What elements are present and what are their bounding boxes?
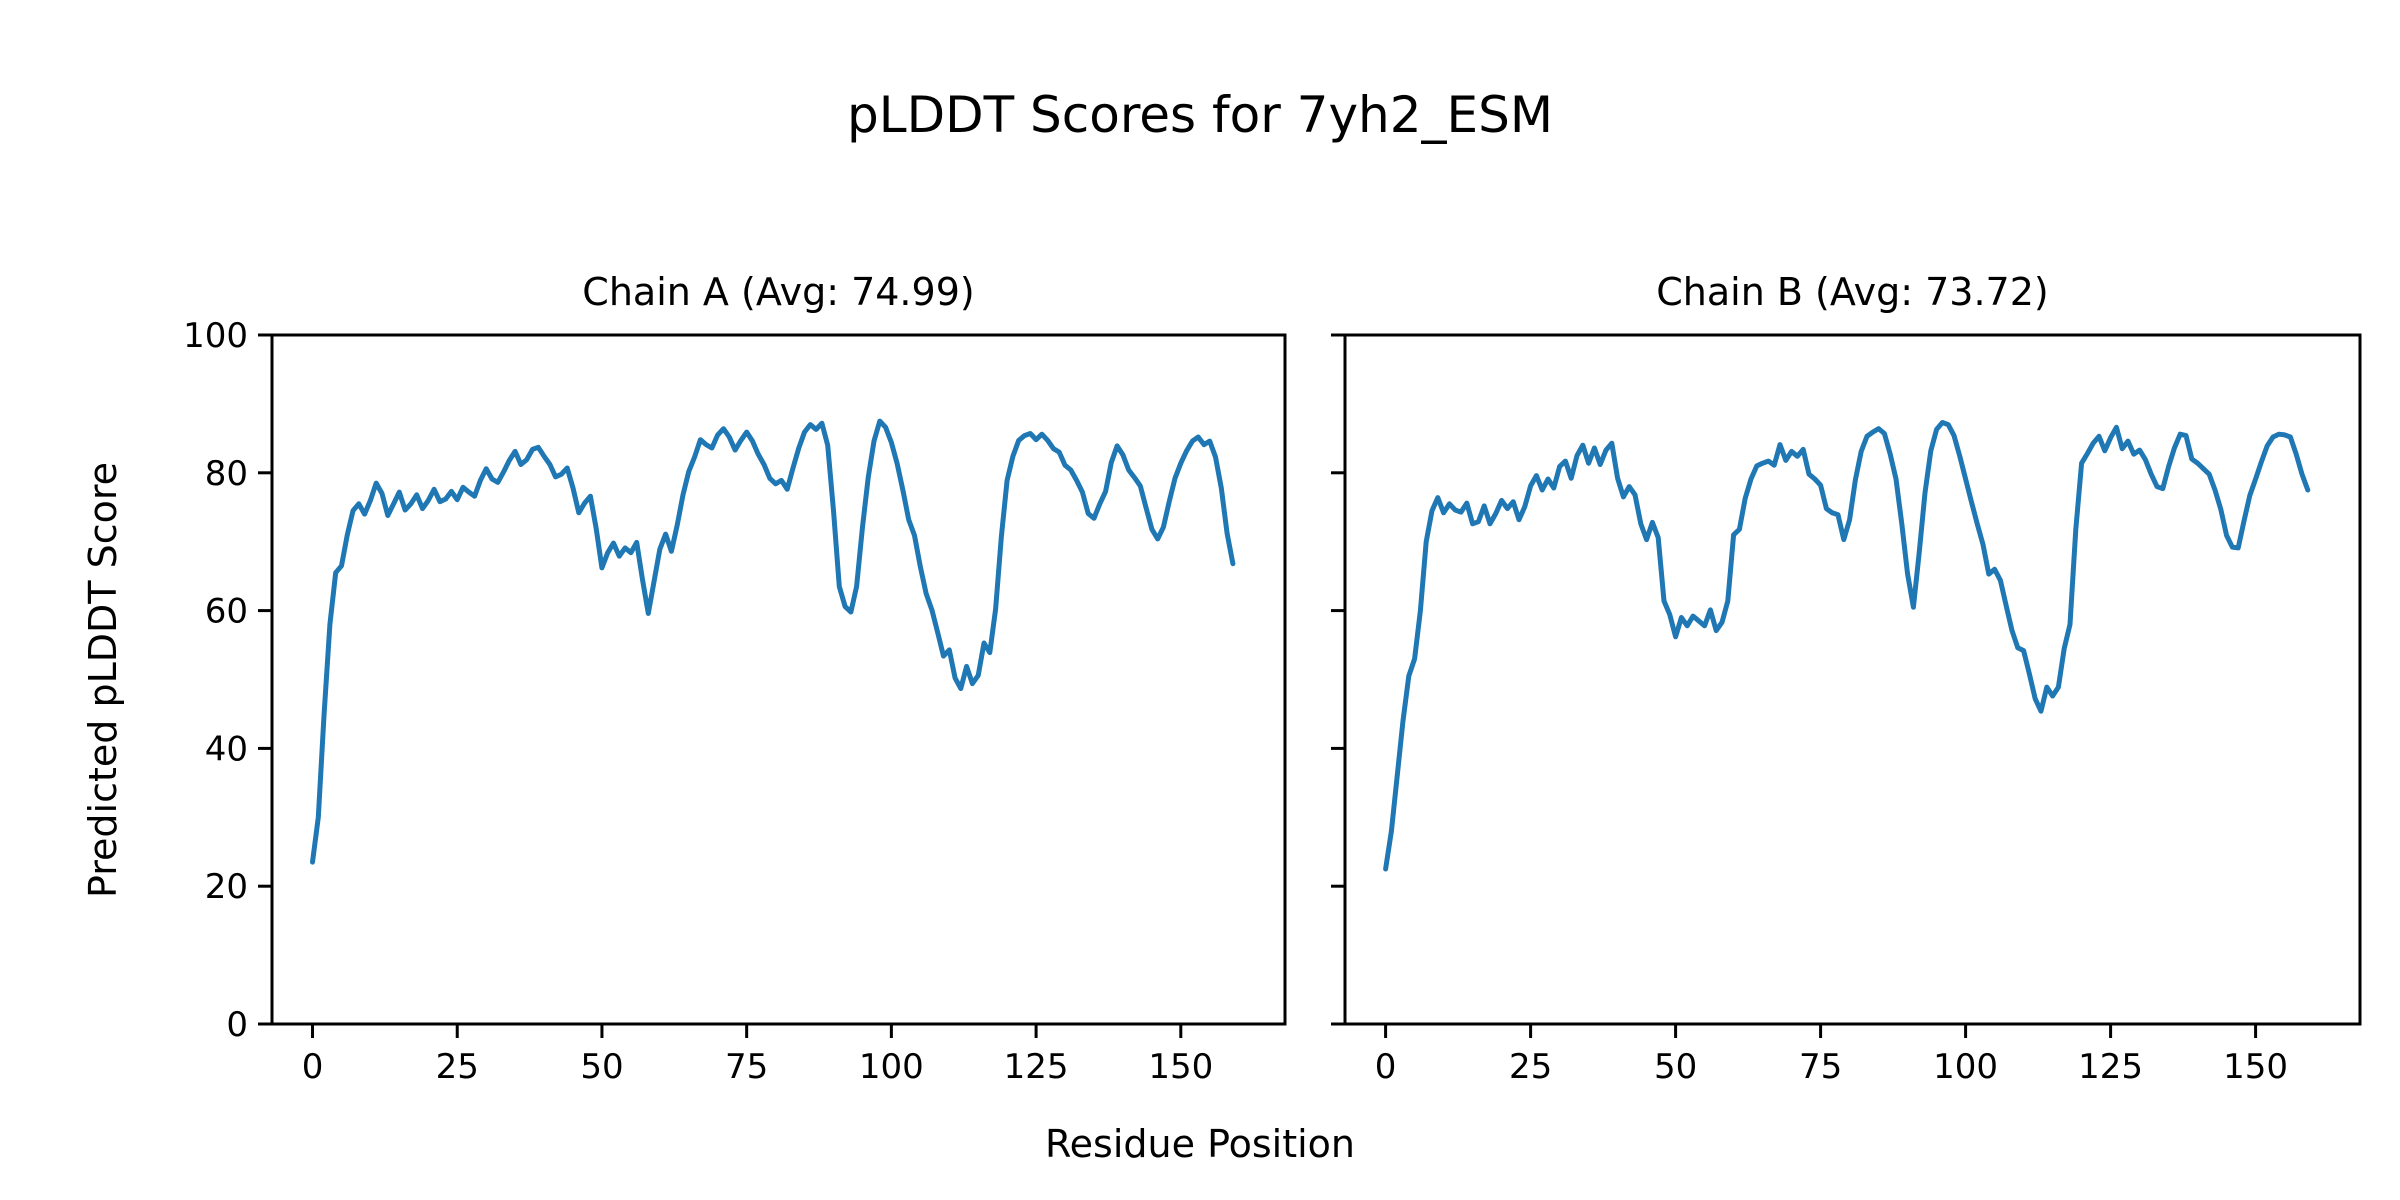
x-tick-label: 50 xyxy=(1654,1047,1697,1087)
y-tick-label: 0 xyxy=(226,1005,248,1045)
y-tick-label: 100 xyxy=(183,316,248,356)
figure-title: pLDDT Scores for 7yh2_ESM xyxy=(846,86,1554,144)
x-tick-label: 125 xyxy=(2078,1047,2143,1087)
x-tick-label: 150 xyxy=(2223,1047,2288,1087)
x-tick-label: 150 xyxy=(1148,1047,1213,1087)
x-tick-label: 75 xyxy=(1799,1047,1842,1087)
plddt-line-chain-a xyxy=(310,418,1236,865)
plddt-line-chain-b xyxy=(1383,420,2311,872)
x-tick-label: 50 xyxy=(580,1047,623,1087)
subplot-title-chain-b: Chain B (Avg: 73.72) xyxy=(1656,270,2049,314)
plot-frame-chain-b xyxy=(1343,333,2362,1026)
y-tick-label: 60 xyxy=(205,592,248,632)
x-tick-label: 75 xyxy=(725,1047,768,1087)
x-tick-label: 100 xyxy=(1933,1047,1998,1087)
x-tick-label: 0 xyxy=(1375,1047,1397,1087)
y-tick-label: 80 xyxy=(205,454,248,494)
x-tick-label: 100 xyxy=(859,1047,924,1087)
x-axis-label: Residue Position xyxy=(1044,1122,1356,1166)
x-tick-label: 25 xyxy=(1509,1047,1552,1087)
x-tick-label: 0 xyxy=(302,1047,324,1087)
subplot-title-chain-a: Chain A (Avg: 74.99) xyxy=(582,270,975,314)
y-tick-label: 20 xyxy=(205,867,248,907)
y-tick-label: 40 xyxy=(205,729,248,769)
x-tick-label: 125 xyxy=(1004,1047,1069,1087)
plot-frame-chain-a xyxy=(270,333,1287,1026)
x-tick-label: 25 xyxy=(436,1047,479,1087)
